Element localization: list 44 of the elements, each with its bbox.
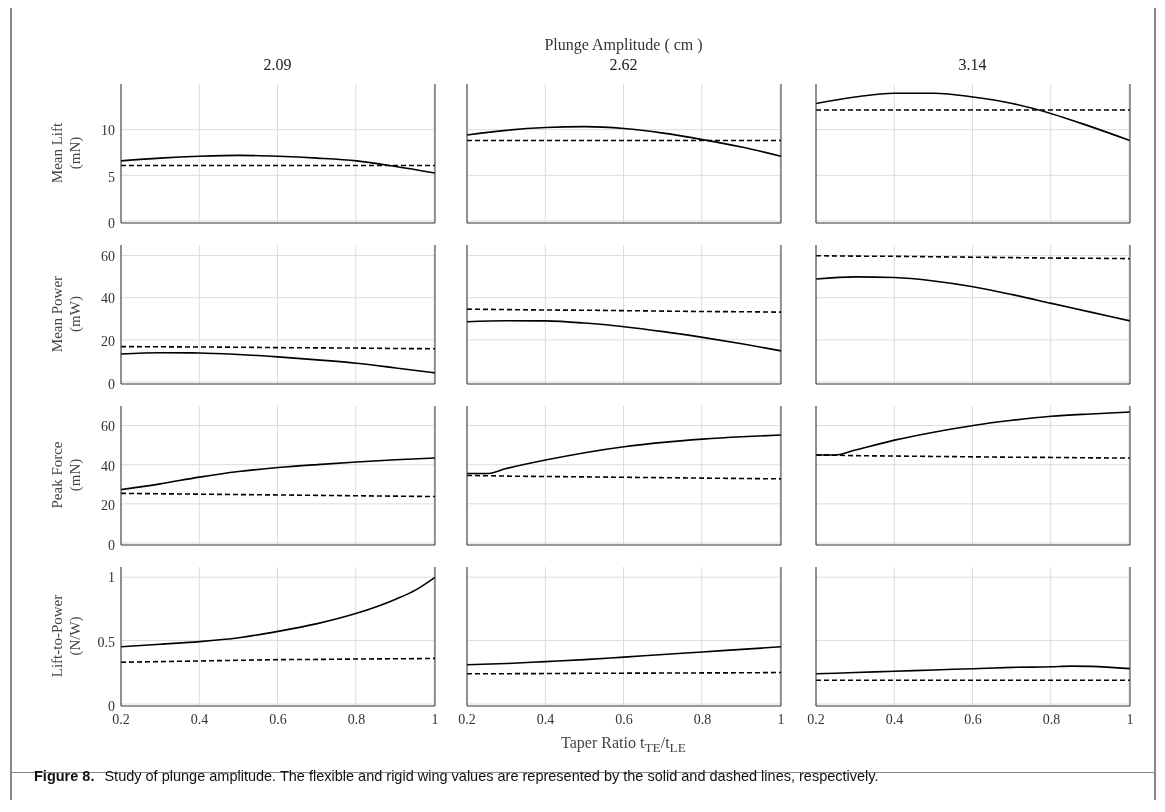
- y-axis-title: Lift-to-Power (N/W): [49, 594, 83, 677]
- y-axis-title: Mean Power (mW): [49, 275, 83, 352]
- x-tick-label: 0.4: [536, 711, 555, 727]
- line-series: [121, 351, 435, 374]
- text: Study of plunge amplitude. The flexible and rigid wing values are represented by the solid and dashed lines, respectively.: [104, 768, 879, 784]
- y-tick-label: 10: [101, 123, 115, 139]
- x-tick-label: 1: [777, 711, 785, 727]
- text: Plunge Amplitude ( cm ): [544, 36, 703, 53]
- x-tick-label: 0.2: [458, 711, 476, 727]
- y-axis-title: Mean Lift (mN): [49, 122, 83, 183]
- line-series: [121, 457, 435, 491]
- x-tick-label: 0.2: [112, 711, 130, 727]
- y-tick-label: 20: [101, 498, 115, 514]
- y-tick-label: 20: [101, 334, 115, 350]
- chart-title: 2.09: [263, 56, 292, 73]
- x-tick-label: 0.6: [964, 711, 982, 727]
- caption: Figure 8.: [34, 768, 95, 784]
- x-tick-label: 0.6: [269, 711, 287, 727]
- x-tick-label: 0.8: [347, 711, 366, 727]
- y-tick-label: 0: [108, 537, 115, 553]
- line-series: [121, 154, 435, 174]
- x-tick-label: 0.4: [190, 711, 209, 727]
- y-tick-label: 1: [108, 570, 115, 586]
- y-tick-label: 0: [108, 698, 115, 714]
- y-tick-label: 40: [101, 458, 115, 474]
- y-tick-label: 0.5: [97, 634, 115, 650]
- y-tick-label: 40: [101, 291, 115, 307]
- y-tick-label: 60: [101, 418, 115, 434]
- x-tick-label: 1: [1126, 711, 1134, 727]
- y-tick-label: 0: [108, 215, 115, 231]
- y-tick-label: 5: [108, 169, 115, 185]
- y-axis-title: Peak Force (mN): [49, 440, 83, 509]
- x-tick-label: 1: [431, 711, 439, 727]
- y-tick-label: 0: [108, 376, 115, 392]
- x-tick-label: 0.4: [885, 711, 904, 727]
- x-tick-label: 0.6: [615, 711, 633, 727]
- y-tick-label: 60: [101, 248, 115, 264]
- x-axis-title: Taper Ratio t$_{TE}$/t$_{LE}$: [561, 734, 686, 756]
- x-tick-label: 0.8: [1042, 711, 1061, 727]
- line-series: [121, 576, 435, 648]
- x-tick-label: 0.8: [693, 711, 712, 727]
- chart-title: 2.62: [609, 56, 638, 73]
- chart-title: 3.14: [958, 56, 987, 73]
- x-tick-label: 0.2: [807, 711, 825, 727]
